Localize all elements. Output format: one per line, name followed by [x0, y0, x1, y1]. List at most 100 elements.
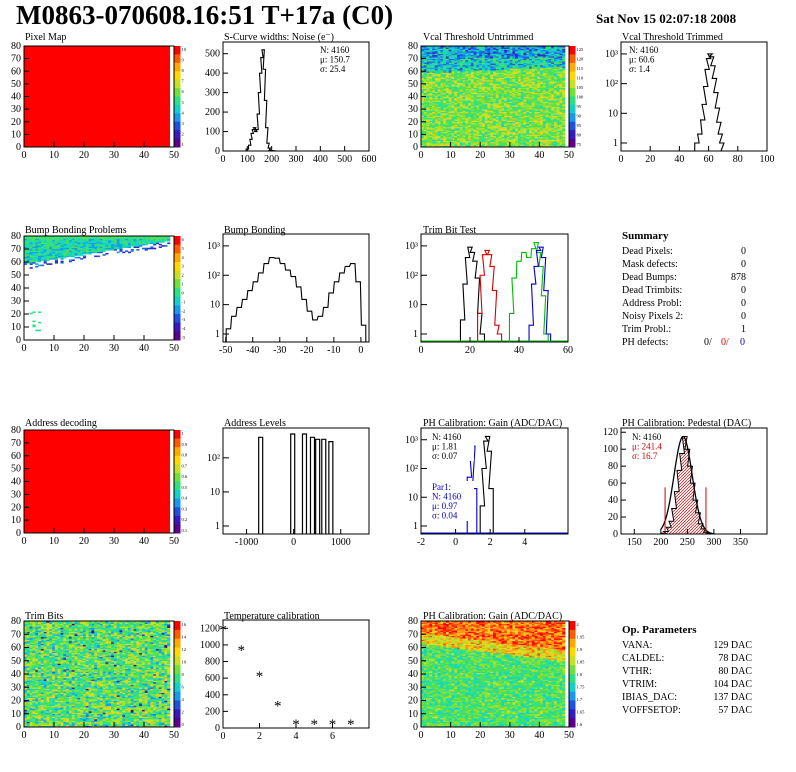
colorbar-segment — [174, 62, 181, 72]
heatmap-cell — [545, 114, 549, 116]
heatmap-cell — [468, 116, 472, 119]
heatmap-cell — [553, 87, 557, 90]
heatmap-cell — [440, 141, 444, 144]
heatmap-cell — [443, 101, 447, 104]
heatmap-cell — [487, 107, 491, 110]
heatmap-cell — [559, 95, 563, 97]
heatmap-cell — [559, 126, 563, 129]
y-tick-label: 70 — [11, 54, 21, 65]
heatmap-cell — [559, 102, 563, 105]
heatmap-cell — [504, 138, 508, 140]
heatmap-cell — [421, 64, 425, 67]
heatmap-cell — [526, 88, 530, 91]
heatmap-cell — [479, 69, 483, 72]
heatmap-cell — [515, 96, 519, 99]
heatmap-cell — [504, 124, 508, 126]
heatmap-cell — [440, 126, 444, 129]
heatmap-cell — [479, 76, 483, 78]
heatmap-cell — [545, 90, 549, 92]
heatmap-cell — [445, 130, 449, 133]
heatmap-cell — [470, 105, 474, 107]
heatmap-cell — [551, 67, 555, 70]
heatmap-cell — [504, 87, 508, 90]
heatmap-cell — [531, 81, 535, 83]
heatmap-cell — [501, 91, 505, 94]
heatmap-cell — [523, 83, 527, 86]
heatmap-cell — [562, 67, 566, 70]
y-tick-label: 70 — [11, 438, 21, 449]
heatmap-cell — [82, 255, 87, 258]
heatmap-cell — [468, 136, 472, 139]
heatmap-cell — [473, 109, 477, 111]
heatmap-cell — [454, 105, 458, 107]
heatmap-cell — [462, 104, 466, 106]
heatmap-cell — [498, 95, 502, 97]
heatmap-cell — [451, 105, 455, 107]
heatmap-cell — [537, 115, 541, 117]
heatmap-cell — [562, 110, 566, 112]
colorbar-segment — [174, 524, 181, 534]
heatmap-cell — [423, 75, 427, 77]
heatmap-cell — [116, 251, 120, 254]
heatmap-cell — [426, 75, 430, 77]
heatmap-cell — [445, 139, 449, 141]
heatmap-cell — [426, 67, 430, 70]
heatmap-cell — [476, 100, 480, 102]
heatmap-cell — [479, 131, 483, 134]
heatmap-cell — [526, 95, 530, 97]
heatmap-cell — [548, 101, 552, 104]
heatmap-cell — [459, 81, 463, 83]
heatmap-cell — [504, 90, 508, 92]
heatmap-cell — [495, 143, 499, 145]
heatmap-cell — [440, 138, 444, 140]
heatmap-cell — [454, 138, 458, 140]
heatmap-cell — [445, 67, 449, 70]
heatmap-cell — [490, 99, 494, 101]
heatmap-cell — [559, 90, 563, 92]
heatmap-cell — [432, 82, 436, 85]
heatmap-cell — [515, 114, 519, 116]
heatmap-cell — [531, 123, 535, 125]
heatmap-cell — [484, 85, 488, 87]
heatmap-cell — [537, 100, 541, 102]
heatmap-cell — [504, 111, 508, 114]
heatmap-cell — [462, 128, 466, 130]
heatmap-cell — [531, 71, 535, 73]
heatmap-cell — [515, 105, 519, 107]
heatmap-cell — [434, 143, 438, 145]
heatmap-cell — [551, 90, 555, 92]
heatmap-cell — [504, 68, 508, 71]
heatmap-cell — [443, 64, 447, 67]
heatmap-cell — [523, 67, 527, 70]
heatmap-cell — [423, 106, 427, 109]
heatmap-cell — [451, 125, 455, 128]
heatmap-cell — [454, 104, 458, 106]
heatmap-cell — [501, 96, 505, 99]
heatmap-cell — [459, 106, 463, 109]
heatmap-cell — [495, 139, 499, 141]
heatmap-cell — [465, 69, 469, 72]
heatmap-cell — [448, 88, 452, 91]
heatmap-cell — [462, 143, 466, 145]
heatmap-cell — [526, 109, 530, 111]
heatmap-cell — [542, 124, 546, 126]
heatmap-cell — [443, 82, 447, 85]
heatmap-cell — [545, 64, 549, 67]
colorbar-segment — [569, 130, 576, 140]
heatmap-cell — [523, 86, 527, 88]
heatmap-cell — [440, 125, 444, 128]
heatmap-cell — [476, 107, 480, 110]
heatmap-cell — [553, 115, 557, 117]
heatmap-cell — [548, 128, 552, 130]
heatmap-cell — [432, 130, 436, 133]
heatmap-cell — [493, 99, 497, 101]
heatmap-cell — [520, 87, 524, 90]
heatmap-cell — [512, 123, 516, 125]
heatmap-cell — [468, 87, 472, 90]
heatmap-cell — [562, 81, 566, 83]
chart-title: Vcal Threshold Untrimmed — [423, 32, 533, 43]
heatmap-cell — [462, 107, 466, 110]
heatmap-cell — [493, 100, 497, 102]
heatmap-cell — [534, 66, 538, 68]
heatmap-cell — [473, 86, 477, 88]
